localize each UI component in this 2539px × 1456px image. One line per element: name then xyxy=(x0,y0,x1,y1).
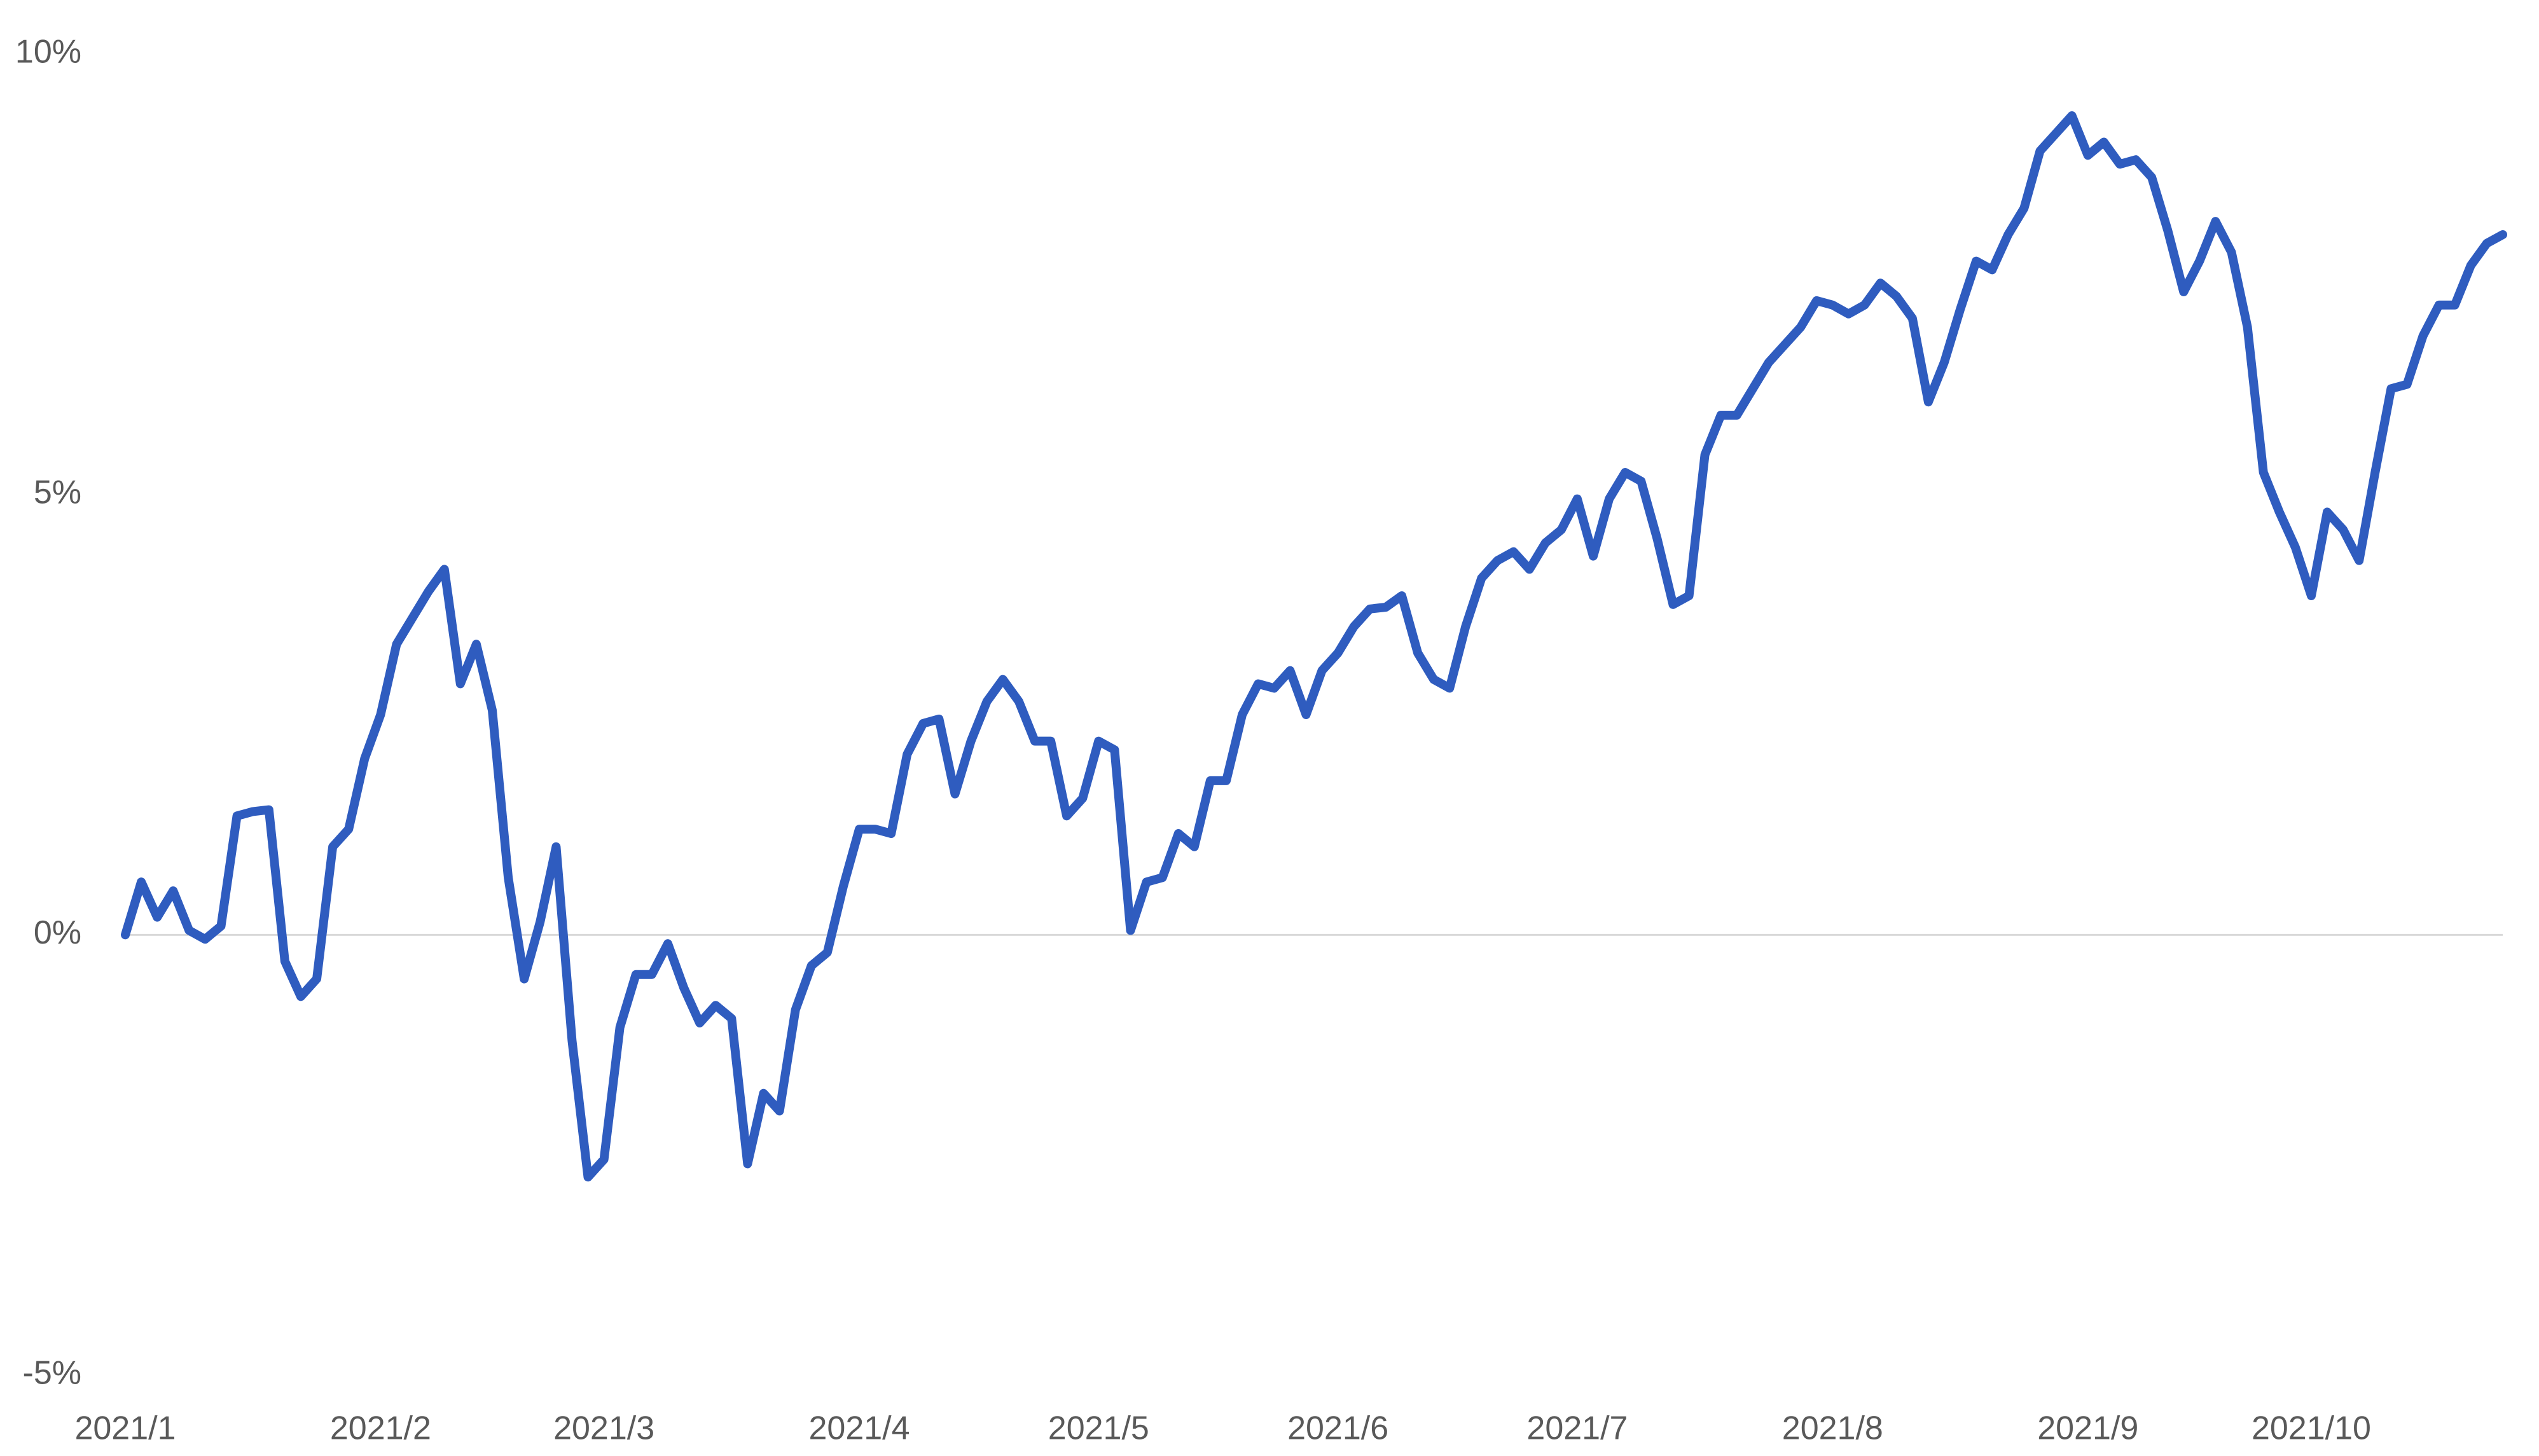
x-tick-label: 2021/1 xyxy=(74,1410,176,1447)
x-tick-label: 2021/5 xyxy=(1048,1410,1149,1447)
line-series xyxy=(121,111,2507,1182)
x-tick-label: 2021/3 xyxy=(553,1410,654,1447)
x-tick-label: 2021/6 xyxy=(1287,1410,1388,1447)
x-tick-label: 2021/7 xyxy=(1526,1410,1628,1447)
y-tick-label: 10% xyxy=(15,34,81,71)
y-tick-label: 0% xyxy=(34,914,81,951)
y-tick-label: -5% xyxy=(23,1355,81,1392)
x-tick-label: 2021/4 xyxy=(808,1410,910,1447)
x-tick-label: 2021/9 xyxy=(2037,1410,2138,1447)
x-tick-label: 2021/10 xyxy=(2252,1410,2371,1447)
x-tick-label: 2021/2 xyxy=(330,1410,431,1447)
y-tick-label: 5% xyxy=(34,474,81,511)
x-tick-label: 2021/8 xyxy=(1782,1410,1883,1447)
